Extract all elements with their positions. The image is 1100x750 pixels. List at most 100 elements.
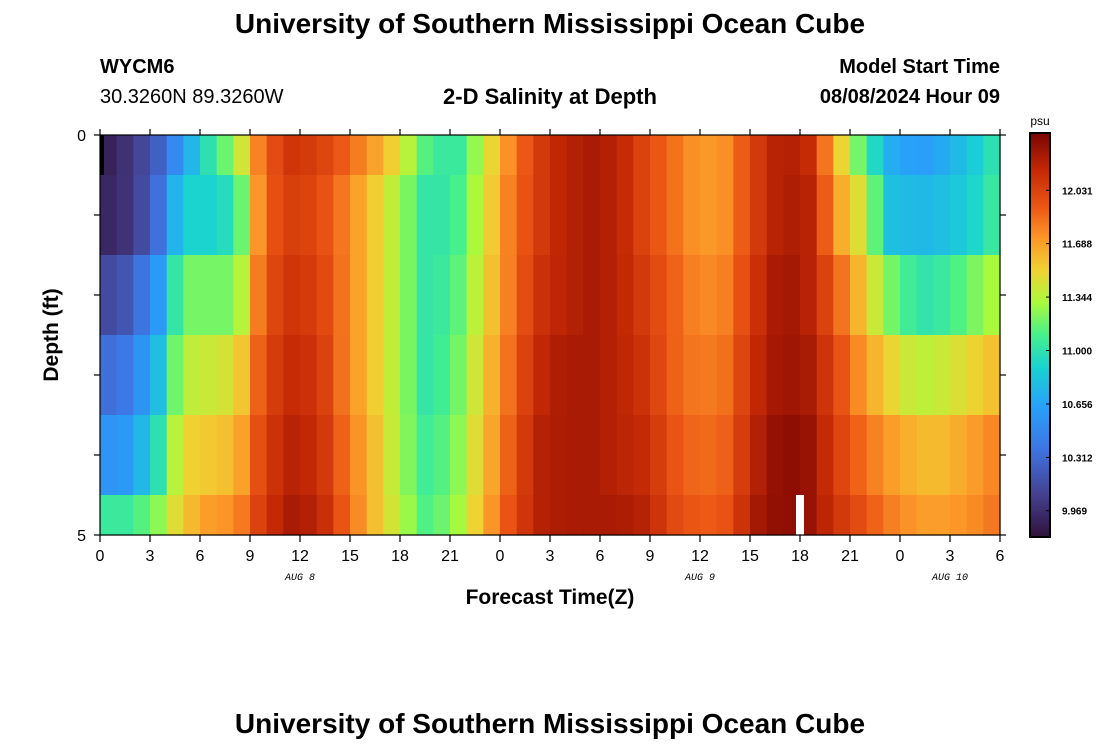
heatmap-cell — [400, 175, 418, 256]
heatmap-cell — [366, 175, 384, 256]
heatmap-cell — [166, 175, 184, 256]
heatmap-cell — [966, 255, 984, 336]
heatmap-cell — [866, 415, 884, 496]
heatmap-cell — [100, 415, 118, 496]
heatmap-cell — [450, 415, 468, 496]
heatmap-cell — [683, 415, 701, 496]
heatmap-cell — [516, 175, 534, 256]
initial-data-strip — [100, 135, 104, 175]
heatmap-cell — [483, 335, 501, 416]
heatmap-cell — [583, 255, 601, 336]
heatmap-cell — [633, 135, 651, 176]
heatmap-cell — [216, 415, 234, 496]
heatmap-cell — [516, 415, 534, 496]
heatmap-cell — [750, 255, 768, 336]
heatmap-cell — [233, 495, 251, 536]
colorbar-tick-label: 9.969 — [1062, 507, 1087, 518]
heatmap-cell — [366, 255, 384, 336]
heatmap-cell — [383, 415, 401, 496]
page-title: University of Southern Mississippi Ocean… — [234, 8, 866, 39]
heatmap-cell — [933, 175, 951, 256]
heatmap-cell — [716, 135, 734, 176]
heatmap-cell — [733, 415, 751, 496]
heatmap-cell — [450, 135, 468, 176]
heatmap-cell — [400, 495, 418, 536]
x-axis-title: Forecast Time(Z) — [466, 586, 635, 609]
heatmap-cell — [950, 135, 968, 176]
heatmap-cell — [383, 255, 401, 336]
heatmap-cell — [433, 135, 451, 176]
heatmap-cell — [350, 135, 368, 176]
heatmap-cell — [316, 255, 334, 336]
x-tick-label: 15 — [341, 548, 359, 565]
heatmap-cell — [566, 495, 584, 536]
heatmap-cell — [950, 255, 968, 336]
heatmap-cell — [216, 135, 234, 176]
heatmap-cell — [616, 495, 634, 536]
heatmap-cell — [700, 135, 718, 176]
x-tick-label: 6 — [196, 548, 205, 565]
heatmap-cell — [233, 175, 251, 256]
footer-title: University of Southern Mississippi Ocean… — [234, 708, 866, 739]
heatmap-cell — [500, 335, 518, 416]
x-tick-label: 9 — [246, 548, 255, 565]
heatmap-cell — [600, 175, 618, 256]
x-tick-label: 3 — [146, 548, 155, 565]
model-start-label: Model Start Time — [839, 56, 1000, 78]
heatmap-cell — [233, 335, 251, 416]
heatmap-cell — [483, 255, 501, 336]
heatmap-cell — [916, 415, 934, 496]
heatmap-cell — [200, 415, 218, 496]
heatmap-cell — [816, 415, 834, 496]
heatmap-cell — [650, 415, 668, 496]
heatmap-cell — [833, 335, 851, 416]
heatmap-cell — [883, 495, 901, 536]
heatmap-cell — [450, 495, 468, 536]
heatmap-cell — [150, 175, 168, 256]
heatmap-cell — [866, 255, 884, 336]
heatmap-cell — [283, 175, 301, 256]
x-tick-label: 0 — [96, 548, 105, 565]
heatmap-cell — [350, 175, 368, 256]
heatmap-cell — [900, 135, 918, 176]
heatmap-cell — [433, 255, 451, 336]
heatmap-cell — [866, 135, 884, 176]
x-tick-label: 0 — [896, 548, 905, 565]
heatmap-cell — [966, 335, 984, 416]
heatmap-cell — [350, 495, 368, 536]
heatmap-cell — [883, 415, 901, 496]
heatmap-cell — [800, 495, 818, 536]
heatmap-cell — [900, 415, 918, 496]
heatmap-cell — [900, 255, 918, 336]
heatmap-cell — [250, 415, 268, 496]
heatmap-cell — [766, 335, 784, 416]
heatmap-cell — [600, 335, 618, 416]
heatmap-cell — [116, 335, 134, 416]
heatmap-cell — [466, 135, 484, 176]
x-tick-label: 0 — [496, 548, 505, 565]
heatmap-cell — [416, 495, 434, 536]
heatmap-cell — [716, 175, 734, 256]
heatmap-cell — [550, 415, 568, 496]
heatmap-cell — [700, 335, 718, 416]
heatmap-cell — [983, 415, 1001, 496]
heatmap-cell — [116, 135, 134, 176]
x-tick-label: 9 — [646, 548, 655, 565]
heatmap-cell — [166, 135, 184, 176]
y-tick-label: 0 — [77, 128, 86, 145]
heatmap-cell — [733, 335, 751, 416]
heatmap-cell — [516, 135, 534, 176]
heatmap-cell — [516, 495, 534, 536]
station-coordinates: 30.3260N 89.3260W — [100, 86, 284, 108]
heatmap-cell — [283, 495, 301, 536]
heatmap-cell — [783, 135, 801, 176]
heatmap-cell — [200, 335, 218, 416]
heatmap-cell — [300, 495, 318, 536]
heatmap-cell — [116, 175, 134, 256]
heatmap-cell — [150, 255, 168, 336]
heatmap-cell — [300, 175, 318, 256]
x-tick-label: 12 — [291, 548, 309, 565]
heatmap-cell — [183, 175, 201, 256]
heatmap-cell — [250, 495, 268, 536]
heatmap-cell — [416, 255, 434, 336]
